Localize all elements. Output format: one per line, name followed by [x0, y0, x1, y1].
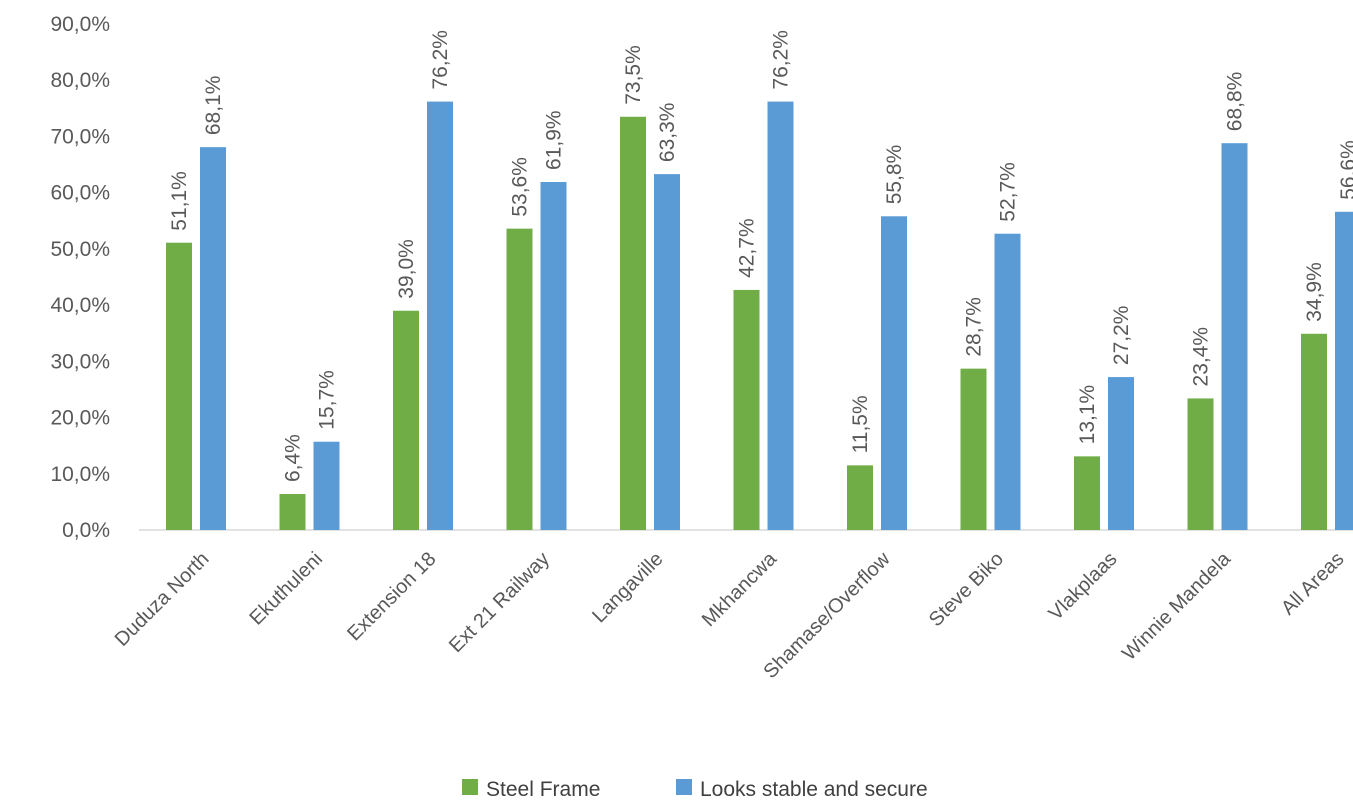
y-tick-label: 0,0%: [62, 519, 110, 542]
legend-label-steel-frame: Steel Frame: [486, 778, 600, 801]
category-label: Shamase/Overflow: [760, 548, 895, 683]
category-label: All Areas: [1277, 548, 1348, 619]
bar-steel-frame: [279, 494, 306, 530]
category-label: Extension 18: [343, 548, 440, 645]
data-label: 39,0%: [395, 239, 418, 299]
bar-steel-frame: [1301, 333, 1327, 530]
bar-looks-stable: [540, 181, 567, 531]
data-label: 6,4%: [282, 434, 305, 482]
data-label: 53,6%: [509, 157, 532, 217]
y-tick-label: 70,0%: [50, 125, 110, 148]
bar-steel-frame: [733, 289, 760, 530]
bar-looks-stable: [1221, 143, 1248, 531]
y-tick-label: 60,0%: [50, 182, 110, 205]
data-label: 76,2%: [770, 30, 793, 90]
bar-looks-stable: [1335, 211, 1353, 530]
y-tick-label: 10,0%: [50, 463, 110, 486]
data-label: 52,7%: [997, 162, 1020, 222]
bar-looks-stable: [427, 101, 453, 530]
data-label: 13,1%: [1076, 385, 1099, 445]
category-label: Duduza North: [111, 548, 214, 651]
bar-steel-frame: [960, 368, 987, 530]
bar-steel-frame: [506, 228, 533, 530]
data-label: 61,9%: [543, 110, 566, 170]
bar-looks-stable: [881, 216, 907, 530]
data-label: 73,5%: [622, 45, 645, 105]
bar-looks-stable: [313, 441, 340, 530]
data-label: 11,5%: [849, 395, 872, 453]
data-label: 68,1%: [202, 76, 225, 136]
category-label: Langaville: [588, 548, 667, 627]
bar-steel-frame: [393, 310, 419, 530]
data-label: 68,8%: [1224, 72, 1247, 132]
category-label: Vlakplaas: [1045, 548, 1122, 625]
data-label: 63,3%: [656, 103, 679, 163]
y-tick-label: 50,0%: [50, 238, 110, 261]
data-label: 27,2%: [1110, 306, 1133, 366]
y-tick-label: 30,0%: [50, 350, 110, 373]
bar-steel-frame: [1187, 398, 1214, 530]
data-label: 76,2%: [429, 30, 452, 90]
data-label: 28,7%: [963, 297, 986, 357]
category-label: Mkhancwa: [698, 547, 782, 631]
bar-steel-frame: [1074, 456, 1100, 530]
bar-looks-stable: [200, 147, 226, 531]
y-tick-label: 80,0%: [50, 69, 110, 92]
data-label: 55,8%: [883, 145, 906, 205]
data-label: 42,7%: [736, 218, 759, 278]
data-label: 56,6%: [1337, 140, 1353, 200]
category-label: Steve Biko: [925, 548, 1008, 631]
bar-steel-frame: [620, 116, 646, 531]
legend-swatch-steel-frame: [462, 779, 478, 795]
category-label: Ext 21 Railway: [445, 548, 554, 657]
bar-looks-stable: [767, 101, 794, 530]
bar-looks-stable: [994, 233, 1021, 530]
data-label: 51,1%: [168, 171, 191, 231]
y-tick-label: 40,0%: [50, 294, 110, 317]
bar-looks-stable: [1108, 377, 1134, 530]
bar-looks-stable: [654, 174, 680, 530]
legend-swatch-looks-stable: [676, 779, 692, 795]
y-tick-label: 90,0%: [50, 13, 110, 36]
legend-label-looks-stable: Looks stable and secure: [700, 778, 928, 801]
bar-steel-frame: [166, 242, 192, 530]
data-label: 15,7%: [316, 370, 339, 430]
data-label: 34,9%: [1303, 262, 1326, 322]
data-label: 23,4%: [1190, 327, 1213, 387]
bar-steel-frame: [847, 465, 873, 530]
y-tick-label: 20,0%: [50, 407, 110, 430]
category-label: Ekuthuleni: [245, 548, 327, 630]
category-label: Winnie Mandela: [1118, 547, 1236, 665]
